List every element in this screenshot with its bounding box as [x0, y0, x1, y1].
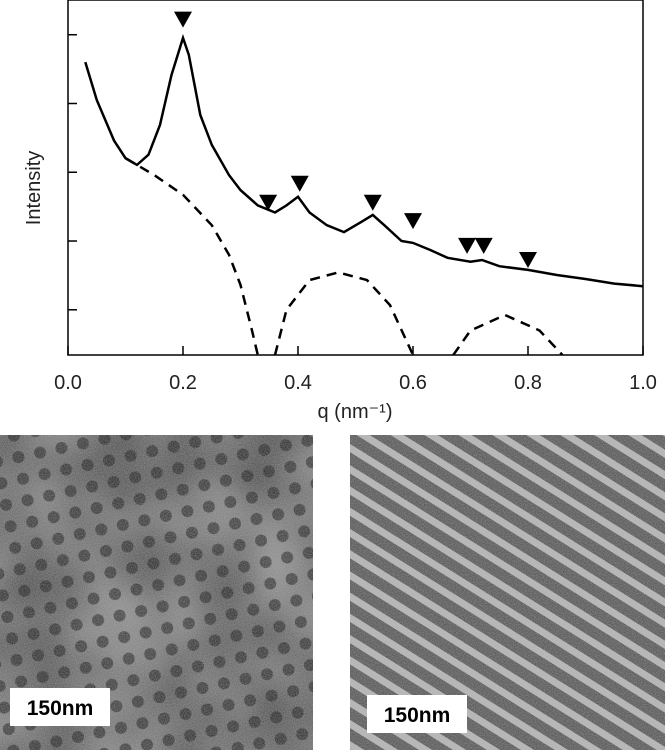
data-curve	[84, 33, 643, 288]
y-axis-label: Intensity	[23, 151, 45, 225]
tem-image-left: 150nm	[0, 435, 313, 750]
scale-box	[10, 688, 110, 726]
scale-label: 150nm	[27, 697, 94, 720]
fit-curve	[273, 271, 415, 355]
x-tick-label: 1.0	[629, 372, 657, 394]
scale-label: 150nm	[384, 704, 451, 727]
peak-marker	[458, 237, 477, 254]
peak-marker	[259, 194, 278, 211]
fit-curve	[124, 157, 260, 355]
peak-marker	[290, 175, 309, 192]
series-group	[84, 33, 643, 355]
peak-marker	[404, 213, 422, 230]
x-axis-label: q (nm⁻¹)	[318, 401, 393, 423]
x-tick-label: 0.4	[284, 372, 312, 394]
peak-marker	[519, 251, 537, 268]
fit-curve	[452, 313, 564, 355]
x-tick-label: 0.6	[399, 372, 427, 394]
x-tick-label: 0.0	[54, 372, 82, 394]
x-tick-label: 0.8	[514, 372, 542, 394]
x-tick-label: 0.2	[169, 372, 197, 394]
tem-image-right: 150nm	[350, 435, 665, 750]
peak-marker	[474, 237, 493, 254]
plot: q (nm⁻¹) Intensity 0.0 0.2 0.4 0.6 0.8 1.0	[23, 0, 657, 423]
peak-marker	[363, 194, 382, 211]
peak-marker	[174, 11, 192, 28]
plot-frame	[67, 0, 644, 356]
scale-box	[367, 695, 467, 733]
